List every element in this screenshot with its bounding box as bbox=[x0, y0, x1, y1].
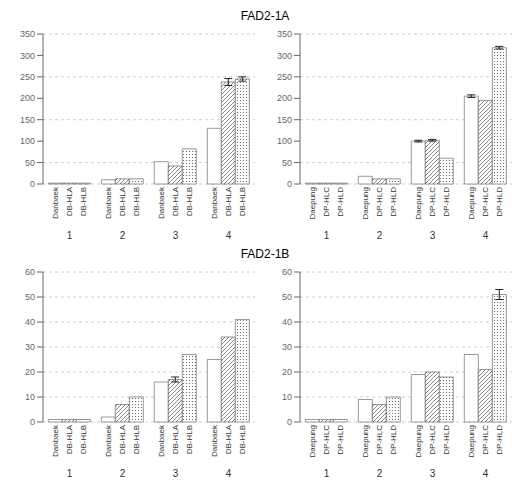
svg-text:Daepung: Daepung bbox=[308, 187, 317, 219]
svg-text:Daepung: Daepung bbox=[308, 425, 317, 457]
svg-text:3: 3 bbox=[430, 468, 436, 479]
svg-text:DP-HLC: DP-HLC bbox=[322, 425, 331, 455]
svg-text:2: 2 bbox=[120, 230, 126, 241]
svg-text:300: 300 bbox=[277, 51, 292, 61]
svg-text:30: 30 bbox=[282, 342, 292, 352]
svg-text:DP-HLD: DP-HLD bbox=[389, 187, 398, 217]
svg-text:2: 2 bbox=[377, 468, 383, 479]
svg-text:DP-HLD: DP-HLD bbox=[442, 425, 451, 455]
svg-text:DP-HLD: DP-HLD bbox=[389, 425, 398, 455]
svg-text:60: 60 bbox=[282, 267, 292, 277]
svg-text:40: 40 bbox=[282, 317, 292, 327]
svg-text:DP-HLC: DP-HLC bbox=[481, 187, 490, 217]
svg-text:DB-HLB: DB-HLB bbox=[238, 425, 247, 454]
svg-text:DP-HLC: DP-HLC bbox=[322, 187, 331, 217]
svg-text:3: 3 bbox=[430, 230, 436, 241]
svg-text:2: 2 bbox=[377, 230, 383, 241]
svg-text:DB-HLB: DB-HLB bbox=[79, 425, 88, 454]
html-text:FAD2-1A: FAD2-1A bbox=[240, 9, 290, 23]
svg-text:DB-HLB: DB-HLB bbox=[132, 425, 141, 454]
svg-text:DB-HLB: DB-HLB bbox=[185, 187, 194, 216]
svg-text:DP-HLC: DP-HLC bbox=[375, 425, 384, 455]
svg-text:Daepung: Daepung bbox=[414, 425, 423, 457]
svg-text:Danbaek: Danbaek bbox=[157, 186, 166, 219]
svg-text:4: 4 bbox=[483, 468, 489, 479]
svg-text:50: 50 bbox=[25, 158, 35, 168]
svg-text:DP-HLC: DP-HLC bbox=[428, 187, 437, 217]
svg-text:DP-HLD: DP-HLD bbox=[495, 187, 504, 217]
svg-text:40: 40 bbox=[25, 317, 35, 327]
svg-text:1: 1 bbox=[67, 230, 73, 241]
svg-text:DP-HLD: DP-HLD bbox=[442, 187, 451, 217]
svg-text:50: 50 bbox=[282, 158, 292, 168]
svg-text:300: 300 bbox=[20, 51, 35, 61]
svg-text:50: 50 bbox=[282, 292, 292, 302]
svg-text:3: 3 bbox=[173, 230, 179, 241]
svg-text:Daepung: Daepung bbox=[467, 187, 476, 219]
svg-text:100: 100 bbox=[277, 136, 292, 146]
svg-text:100: 100 bbox=[20, 136, 35, 146]
svg-text:Danbaek: Danbaek bbox=[210, 424, 219, 457]
svg-text:DB-HLA: DB-HLA bbox=[118, 424, 127, 454]
svg-text:Daepung: Daepung bbox=[361, 187, 370, 219]
svg-text:DB-HLA: DB-HLA bbox=[118, 186, 127, 216]
svg-text:0: 0 bbox=[30, 417, 35, 427]
svg-text:150: 150 bbox=[20, 115, 35, 125]
svg-text:0: 0 bbox=[287, 179, 292, 189]
svg-text:0: 0 bbox=[287, 417, 292, 427]
svg-text:150: 150 bbox=[277, 115, 292, 125]
svg-text:DB-HLA: DB-HLA bbox=[65, 424, 74, 454]
svg-text:DP-HLC: DP-HLC bbox=[375, 187, 384, 217]
svg-text:10: 10 bbox=[25, 392, 35, 402]
svg-text:Danbaek: Danbaek bbox=[157, 424, 166, 457]
svg-text:Danbaek: Danbaek bbox=[210, 186, 219, 219]
svg-text:0: 0 bbox=[30, 179, 35, 189]
svg-text:Danbaek: Danbaek bbox=[104, 186, 113, 219]
svg-text:250: 250 bbox=[277, 72, 292, 82]
svg-text:1: 1 bbox=[324, 468, 330, 479]
svg-text:4: 4 bbox=[483, 230, 489, 241]
svg-text:30: 30 bbox=[25, 342, 35, 352]
svg-text:60: 60 bbox=[25, 267, 35, 277]
svg-text:Daepung: Daepung bbox=[467, 425, 476, 457]
svg-text:20: 20 bbox=[25, 367, 35, 377]
svg-text:Daepung: Daepung bbox=[361, 425, 370, 457]
svg-text:DP-HLD: DP-HLD bbox=[336, 187, 345, 217]
svg-text:DP-HLD: DP-HLD bbox=[495, 425, 504, 455]
svg-text:20: 20 bbox=[282, 367, 292, 377]
svg-text:DB-HLB: DB-HLB bbox=[79, 187, 88, 216]
svg-text:Danbaek: Danbaek bbox=[51, 186, 60, 219]
svg-text:350: 350 bbox=[20, 29, 35, 39]
svg-text:4: 4 bbox=[226, 468, 232, 479]
svg-text:50: 50 bbox=[25, 292, 35, 302]
svg-text:DP-HLD: DP-HLD bbox=[336, 425, 345, 455]
svg-text:250: 250 bbox=[20, 72, 35, 82]
html-text:FAD2-1B: FAD2-1B bbox=[240, 247, 290, 261]
svg-text:DB-HLA: DB-HLA bbox=[224, 186, 233, 216]
svg-text:10: 10 bbox=[282, 392, 292, 402]
svg-text:DB-HLB: DB-HLB bbox=[185, 425, 194, 454]
svg-text:DP-HLC: DP-HLC bbox=[481, 425, 490, 455]
svg-text:350: 350 bbox=[277, 29, 292, 39]
svg-text:Danbaek: Danbaek bbox=[51, 424, 60, 457]
svg-text:2: 2 bbox=[120, 468, 126, 479]
svg-text:Danbaek: Danbaek bbox=[104, 424, 113, 457]
svg-text:DB-HLA: DB-HLA bbox=[65, 186, 74, 216]
svg-text:1: 1 bbox=[324, 230, 330, 241]
svg-text:200: 200 bbox=[20, 93, 35, 103]
svg-text:DB-HLA: DB-HLA bbox=[224, 424, 233, 454]
svg-text:3: 3 bbox=[173, 468, 179, 479]
svg-text:DB-HLB: DB-HLB bbox=[238, 187, 247, 216]
svg-text:200: 200 bbox=[277, 93, 292, 103]
svg-text:DB-HLA: DB-HLA bbox=[171, 424, 180, 454]
svg-text:DB-HLB: DB-HLB bbox=[132, 187, 141, 216]
svg-text:4: 4 bbox=[226, 230, 232, 241]
svg-text:Daepung: Daepung bbox=[414, 187, 423, 219]
svg-text:DB-HLA: DB-HLA bbox=[171, 186, 180, 216]
svg-text:1: 1 bbox=[67, 468, 73, 479]
svg-text:DP-HLC: DP-HLC bbox=[428, 425, 437, 455]
